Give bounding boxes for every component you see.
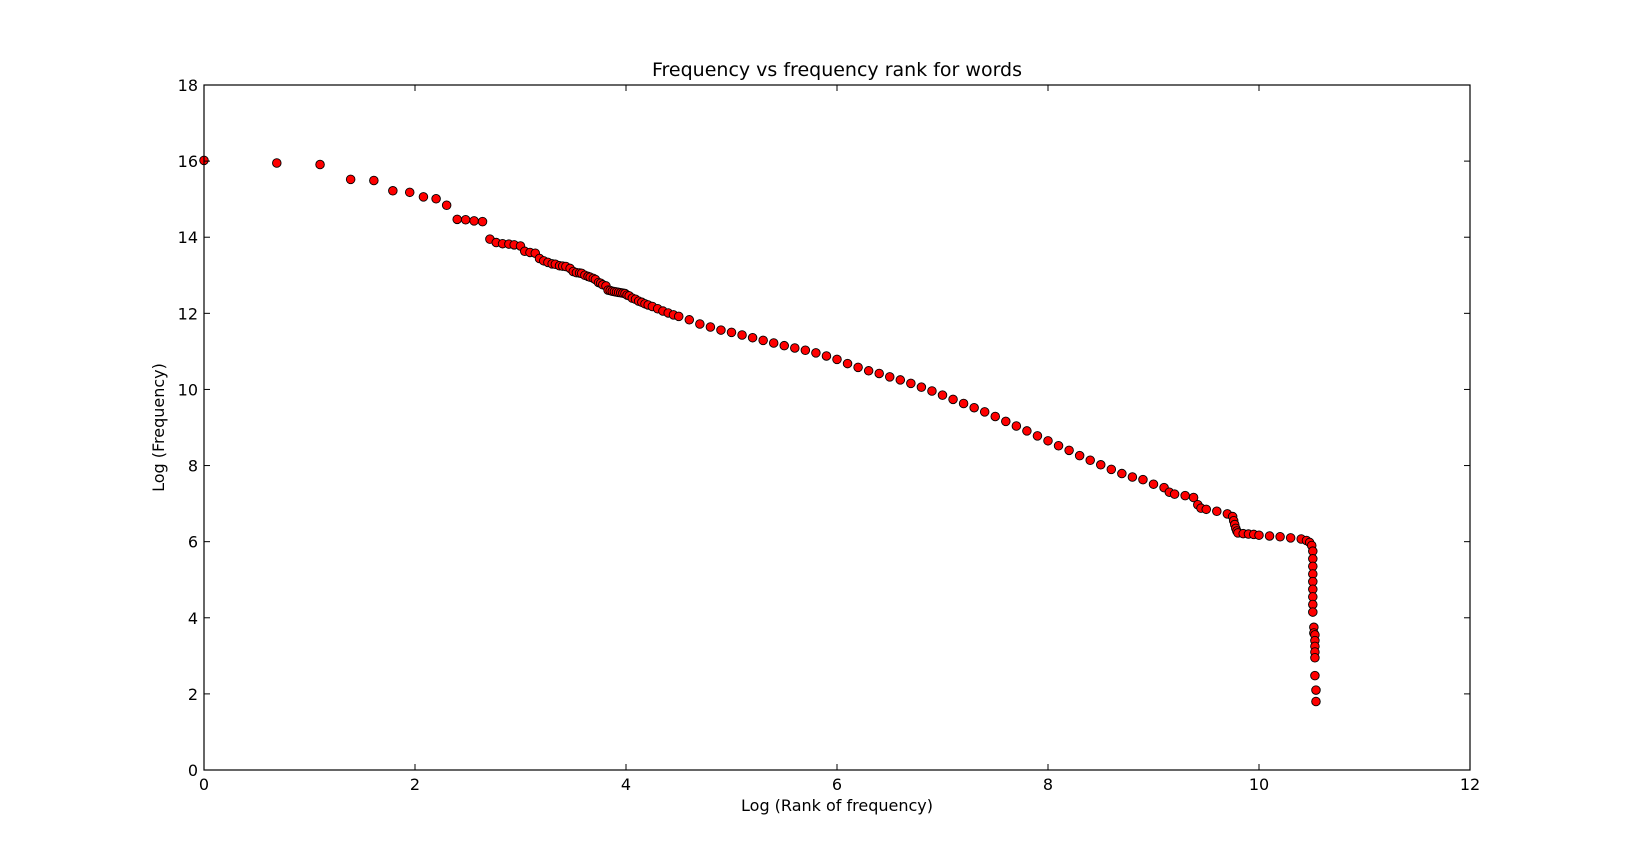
- data-point: [821, 351, 832, 361]
- x-axis-ticks: 0 2 4 6 8 10 12: [199, 85, 1480, 794]
- data-point: [779, 340, 790, 351]
- x-tick-label: 4: [621, 775, 631, 794]
- data-point: [1011, 421, 1022, 431]
- y-tick-label: 4: [188, 609, 198, 628]
- data-point: [1053, 441, 1064, 451]
- y-tick-label: 12: [178, 304, 198, 323]
- data-point: [1106, 464, 1117, 475]
- data-point: [726, 327, 737, 338]
- y-tick-label: 6: [188, 533, 198, 552]
- data-point: [747, 332, 758, 343]
- data-point: [768, 338, 779, 348]
- data-point: [1212, 506, 1222, 516]
- data-point: [452, 214, 462, 225]
- data-point: [811, 348, 821, 358]
- data-point: [315, 159, 325, 170]
- data-point: [1001, 416, 1011, 427]
- data-point: [1254, 530, 1264, 540]
- x-tick-label: 6: [832, 775, 842, 794]
- y-axis-label: Log (Frequency): [149, 363, 168, 492]
- data-point: [853, 362, 863, 373]
- y-tick-label: 0: [188, 761, 198, 780]
- chart-title: Frequency vs frequency rank for words: [652, 59, 1022, 81]
- data-point: [1201, 504, 1211, 515]
- data-point: [431, 194, 441, 204]
- data-point: [418, 192, 429, 202]
- data-point: [1022, 426, 1032, 436]
- x-tick-label: 2: [410, 775, 420, 794]
- data-point: [1032, 431, 1043, 441]
- data-point: [1310, 670, 1320, 681]
- data-point: [832, 354, 842, 365]
- data-point: [990, 411, 1001, 422]
- data-point: [674, 311, 684, 322]
- data-point: [758, 335, 768, 346]
- data-point: [863, 366, 874, 376]
- data-point: [477, 216, 488, 227]
- data-point: [460, 214, 471, 225]
- x-tick-label: 12: [1460, 775, 1480, 794]
- y-tick-label: 2: [188, 685, 198, 704]
- y-tick-label: 18: [178, 76, 198, 95]
- data-point: [388, 186, 398, 196]
- data-point: [1264, 531, 1275, 541]
- data-point: [1308, 607, 1318, 617]
- y-tick-label: 14: [178, 228, 198, 247]
- data-point: [1275, 531, 1285, 542]
- data-point: [716, 325, 726, 335]
- y-axis-ticks: 0 2 4 6 8 10 12 14 16 18: [178, 76, 1470, 780]
- data-point: [1148, 479, 1159, 489]
- data-point: [369, 175, 379, 186]
- data-point: [969, 402, 979, 413]
- y-tick-label: 8: [188, 457, 198, 476]
- data-point: [1169, 489, 1180, 499]
- data-point: [1043, 436, 1053, 446]
- y-tick-label: 10: [178, 380, 198, 399]
- data-point: [979, 407, 990, 417]
- data-point: [1310, 652, 1320, 663]
- data-point: [404, 187, 415, 198]
- data-point: [1138, 474, 1148, 485]
- data-point: [345, 174, 356, 185]
- x-tick-label: 8: [1043, 775, 1053, 794]
- data-points: [199, 155, 1321, 707]
- data-point: [800, 345, 811, 355]
- data-point: [695, 319, 705, 329]
- data-point: [874, 368, 884, 379]
- data-point: [1085, 455, 1095, 465]
- data-point: [916, 382, 927, 392]
- x-tick-label: 0: [199, 775, 209, 794]
- data-point: [906, 378, 916, 389]
- data-point: [885, 372, 895, 382]
- data-point: [1127, 472, 1138, 482]
- data-point: [737, 330, 747, 340]
- data-point: [842, 358, 853, 369]
- data-point: [958, 398, 969, 409]
- y-tick-label: 16: [178, 152, 198, 171]
- data-point: [705, 322, 716, 332]
- data-point: [948, 394, 958, 405]
- data-point: [1095, 460, 1106, 470]
- data-point: [1064, 445, 1074, 456]
- data-point: [927, 386, 937, 396]
- data-point: [469, 216, 479, 226]
- x-axis-label: Log (Rank of frequency): [741, 796, 933, 815]
- data-point: [1188, 492, 1199, 503]
- x-tick-label: 10: [1249, 775, 1269, 794]
- data-point: [272, 158, 282, 168]
- data-point: [895, 375, 906, 385]
- data-point: [1117, 468, 1127, 479]
- data-point: [1285, 533, 1296, 543]
- data-point: [790, 343, 800, 353]
- data-point: [441, 200, 452, 211]
- data-point: [1180, 490, 1190, 501]
- data-point: [684, 315, 695, 325]
- data-point: [1311, 696, 1321, 707]
- data-point: [937, 390, 948, 400]
- data-point: [1311, 685, 1321, 695]
- data-point: [1074, 450, 1085, 461]
